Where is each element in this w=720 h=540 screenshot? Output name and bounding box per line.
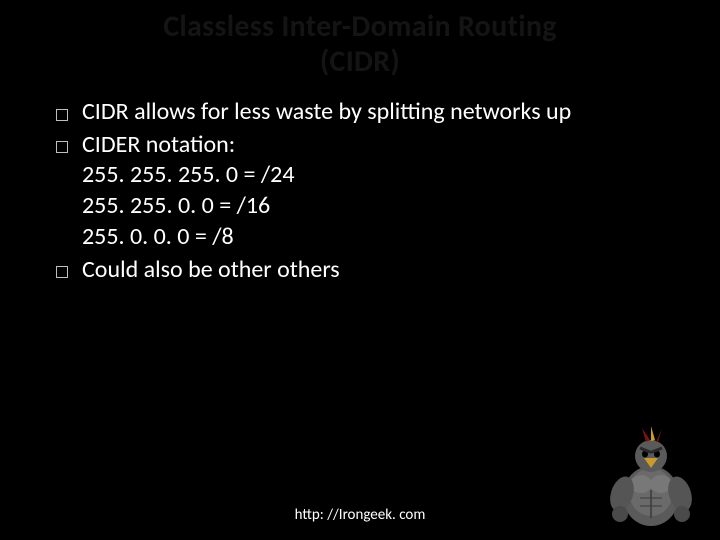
title-line-1: Classless Inter-Domain Routing (163, 8, 557, 45)
bullet-text: CIDER notation: (82, 130, 235, 159)
title-line-2: (CIDR) (320, 43, 400, 80)
bullet-list: CIDR allows for less waste by splitting … (56, 97, 684, 285)
bullet-text: CIDR allows for less waste by splitting … (82, 97, 571, 126)
bullet-subline: 255. 255. 255. 0 = /24 (82, 160, 684, 191)
bullet-text: Could also be other others (82, 255, 340, 284)
list-item: Could also be other others (56, 255, 684, 286)
list-item: CIDER notation: 255. 255. 255. 0 = /24 2… (56, 130, 684, 253)
slide: Classless Inter-Domain Routing (CIDR) CI… (0, 0, 720, 540)
bullet-subline: 255. 0. 0. 0 = /8 (82, 222, 684, 253)
bullet-subline: 255. 255. 0. 0 = /16 (82, 191, 684, 222)
content-area: CIDR allows for less waste by splitting … (0, 79, 720, 285)
slide-title: Classless Inter-Domain Routing (CIDR) (0, 0, 720, 79)
list-item: CIDR allows for less waste by splitting … (56, 97, 684, 128)
mascot-icon (596, 424, 706, 534)
